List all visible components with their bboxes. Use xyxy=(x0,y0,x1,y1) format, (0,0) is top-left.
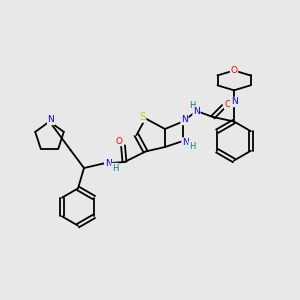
Text: H: H xyxy=(189,142,195,151)
Text: N: N xyxy=(105,159,111,168)
Text: N: N xyxy=(231,98,237,106)
Text: S: S xyxy=(140,112,146,122)
Text: N: N xyxy=(181,116,188,124)
Text: H: H xyxy=(112,164,118,172)
Text: H: H xyxy=(189,101,195,110)
Text: N: N xyxy=(193,106,200,116)
Text: N: N xyxy=(182,138,189,147)
Text: O: O xyxy=(230,66,238,75)
Text: N: N xyxy=(48,116,54,124)
Text: O: O xyxy=(116,136,123,146)
Text: O: O xyxy=(224,100,232,109)
